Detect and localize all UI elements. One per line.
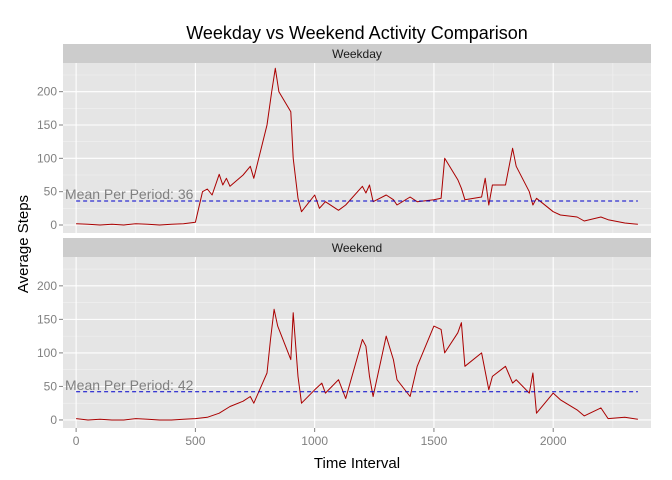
- strip-label-weekend: Weekend: [332, 241, 382, 255]
- strip-label-weekday: Weekday: [332, 47, 382, 61]
- strip-weekday: [63, 44, 651, 63]
- panel-background: [63, 257, 651, 428]
- y-tick-label: 0: [50, 218, 57, 232]
- x-tick-label: 1500: [421, 434, 448, 448]
- chart-title: Weekday vs Weekend Activity Comparison: [186, 23, 527, 43]
- x-tick-label: 1000: [301, 434, 328, 448]
- x-axis: 0 500 1000 1500 2000: [73, 428, 567, 448]
- mean-annotation-weekend: Mean Per Period: 42: [65, 377, 194, 393]
- panel-weekday: Weekday 0 50 100 150 200 Mean Per Period: 36: [37, 44, 651, 233]
- x-axis-label: Time Interval: [314, 455, 400, 472]
- y-tick-label: 100: [37, 151, 57, 165]
- y-tick-label: 200: [37, 279, 57, 293]
- y-tick-label: 50: [44, 379, 58, 393]
- x-tick-label: 2000: [540, 434, 567, 448]
- series-line-weekday: [76, 67, 638, 226]
- y-axis-label: Average Steps: [15, 195, 32, 293]
- y-tick-label: 50: [44, 185, 58, 199]
- strip-weekend: [63, 238, 651, 257]
- x-tick-label: 500: [185, 434, 205, 448]
- y-tick-label: 100: [37, 346, 57, 360]
- mean-annotation-weekday: Mean Per Period: 36: [65, 186, 194, 202]
- y-tick-label: 200: [37, 85, 57, 99]
- y-tick-label: 0: [50, 413, 57, 427]
- series-line-weekend: [76, 308, 638, 421]
- panel-weekend: Weekend 0 50 100 150 200 Mean Per Period: 42: [37, 238, 651, 428]
- y-tick-label: 150: [37, 118, 57, 132]
- x-tick-label: 0: [73, 434, 80, 448]
- panel-background: [63, 63, 651, 233]
- y-tick-label: 150: [37, 312, 57, 326]
